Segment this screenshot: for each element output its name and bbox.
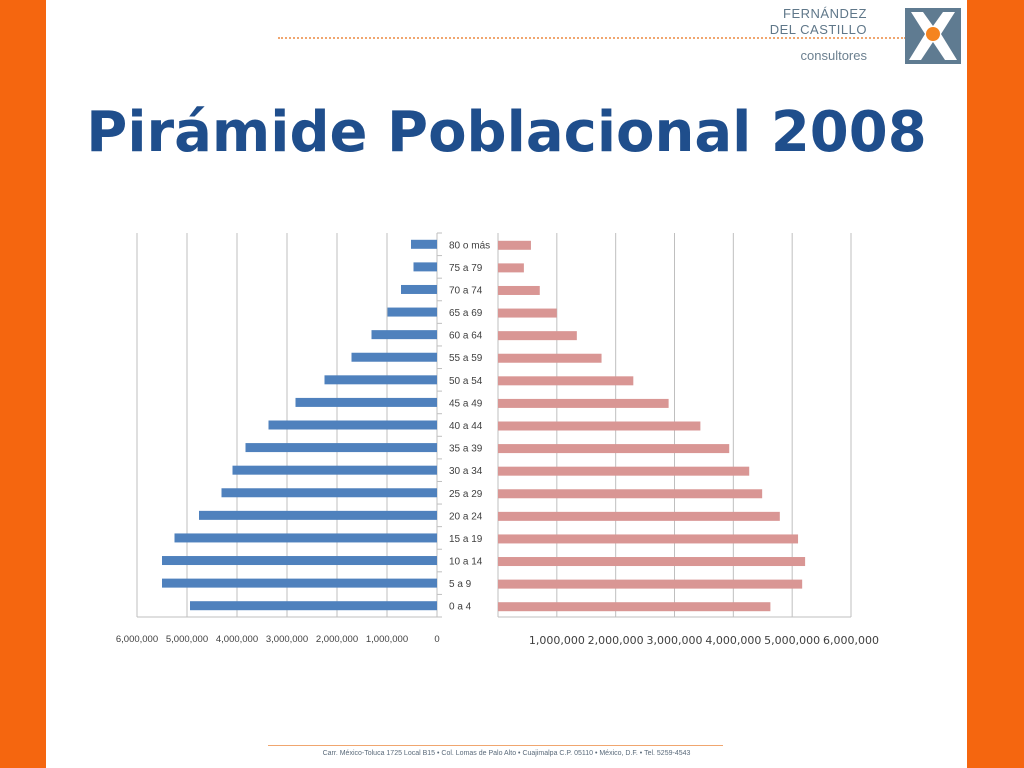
left-bar	[324, 375, 437, 385]
category-label: 40 a 44	[449, 421, 483, 432]
left-tick-label: 1,000,000	[366, 634, 408, 645]
category-label: 10 a 14	[449, 557, 483, 568]
right-bar	[498, 331, 577, 341]
right-bar	[498, 444, 730, 454]
left-bar	[221, 488, 437, 498]
category-label: 65 a 69	[449, 308, 483, 319]
logo-line-2: DEL CASTILLO	[769, 22, 867, 37]
left-tick-label: 3,000,000	[266, 634, 308, 645]
logo-line-1: FERNÁNDEZ	[783, 6, 867, 21]
right-tick-label: 4,000,000	[705, 634, 761, 647]
left-tick-label: 5,000,000	[166, 634, 208, 645]
footer-address: Carr. México-Toluca 1725 Local B15 • Col…	[322, 750, 691, 757]
left-tick-label: 2,000,000	[316, 634, 358, 645]
category-label: 80 o más	[449, 240, 490, 251]
category-label: 5 a 9	[449, 579, 472, 590]
category-label: 15 a 19	[449, 534, 483, 545]
category-label: 50 a 54	[449, 376, 483, 387]
right-bar	[498, 511, 780, 521]
left-bar	[190, 601, 437, 611]
logo-line-3: consultores	[800, 48, 867, 63]
left-bar	[401, 284, 437, 294]
company-logo-text: FERNÁNDEZ DEL CASTILLO consultores	[770, 6, 867, 64]
right-tick-label: 3,000,000	[647, 634, 703, 647]
right-bar	[498, 534, 799, 544]
left-bar	[199, 510, 437, 520]
left-bar	[413, 262, 437, 272]
right-bar	[498, 285, 540, 295]
right-bar	[498, 489, 763, 499]
right-accent-band	[967, 0, 1024, 768]
category-label: 20 a 24	[449, 511, 483, 522]
right-bar	[498, 353, 602, 363]
x-logo-icon	[905, 8, 961, 64]
left-bar	[351, 352, 437, 362]
category-label: 25 a 29	[449, 489, 483, 500]
left-accent-band	[0, 0, 46, 768]
population-pyramid-chart: 80 o más 75 a 79 70 a 74 65 a 69 60 a 64 55 a…	[116, 232, 879, 647]
right-bar	[498, 376, 634, 386]
right-bar	[498, 602, 771, 612]
category-label: 75 a 79	[449, 263, 483, 274]
header-dotted-rule	[278, 37, 906, 39]
left-bar	[411, 239, 437, 249]
right-bar	[498, 308, 557, 318]
left-bar	[162, 556, 437, 566]
category-label: 35 a 39	[449, 444, 483, 455]
right-bar	[498, 240, 531, 250]
right-tick-label: 1,000,000	[529, 634, 585, 647]
slide-title: Pirámide Poblacional 2008	[86, 100, 927, 165]
left-bar	[268, 420, 437, 430]
left-tick-label: 0	[434, 634, 439, 645]
left-bar	[162, 578, 437, 588]
category-label: 30 a 34	[449, 466, 483, 477]
right-bar	[498, 421, 701, 431]
right-tick-label: 5,000,000	[764, 634, 820, 647]
left-bar	[371, 330, 437, 340]
right-tick-label: 2,000,000	[588, 634, 644, 647]
left-bar	[387, 307, 437, 317]
category-label: 0 a 4	[449, 602, 472, 613]
left-bar	[245, 443, 437, 453]
right-tick-label: 6,000,000	[823, 634, 879, 647]
left-bar	[295, 397, 437, 407]
right-bar	[498, 579, 803, 589]
category-label: 45 a 49	[449, 398, 483, 409]
category-label: 55 a 59	[449, 353, 483, 364]
right-bar	[498, 398, 669, 408]
left-tick-label: 4,000,000	[216, 634, 258, 645]
left-bar	[232, 465, 437, 475]
right-bar	[498, 466, 750, 476]
footer-rule	[268, 745, 723, 746]
left-tick-label: 6,000,000	[116, 634, 158, 645]
category-label: 70 a 74	[449, 285, 483, 296]
left-bar	[174, 533, 437, 543]
right-bar	[498, 557, 806, 567]
right-bar	[498, 263, 524, 273]
slide: FERNÁNDEZ DEL CASTILLO consultores Pirám…	[46, 0, 967, 768]
category-label: 60 a 64	[449, 331, 483, 342]
